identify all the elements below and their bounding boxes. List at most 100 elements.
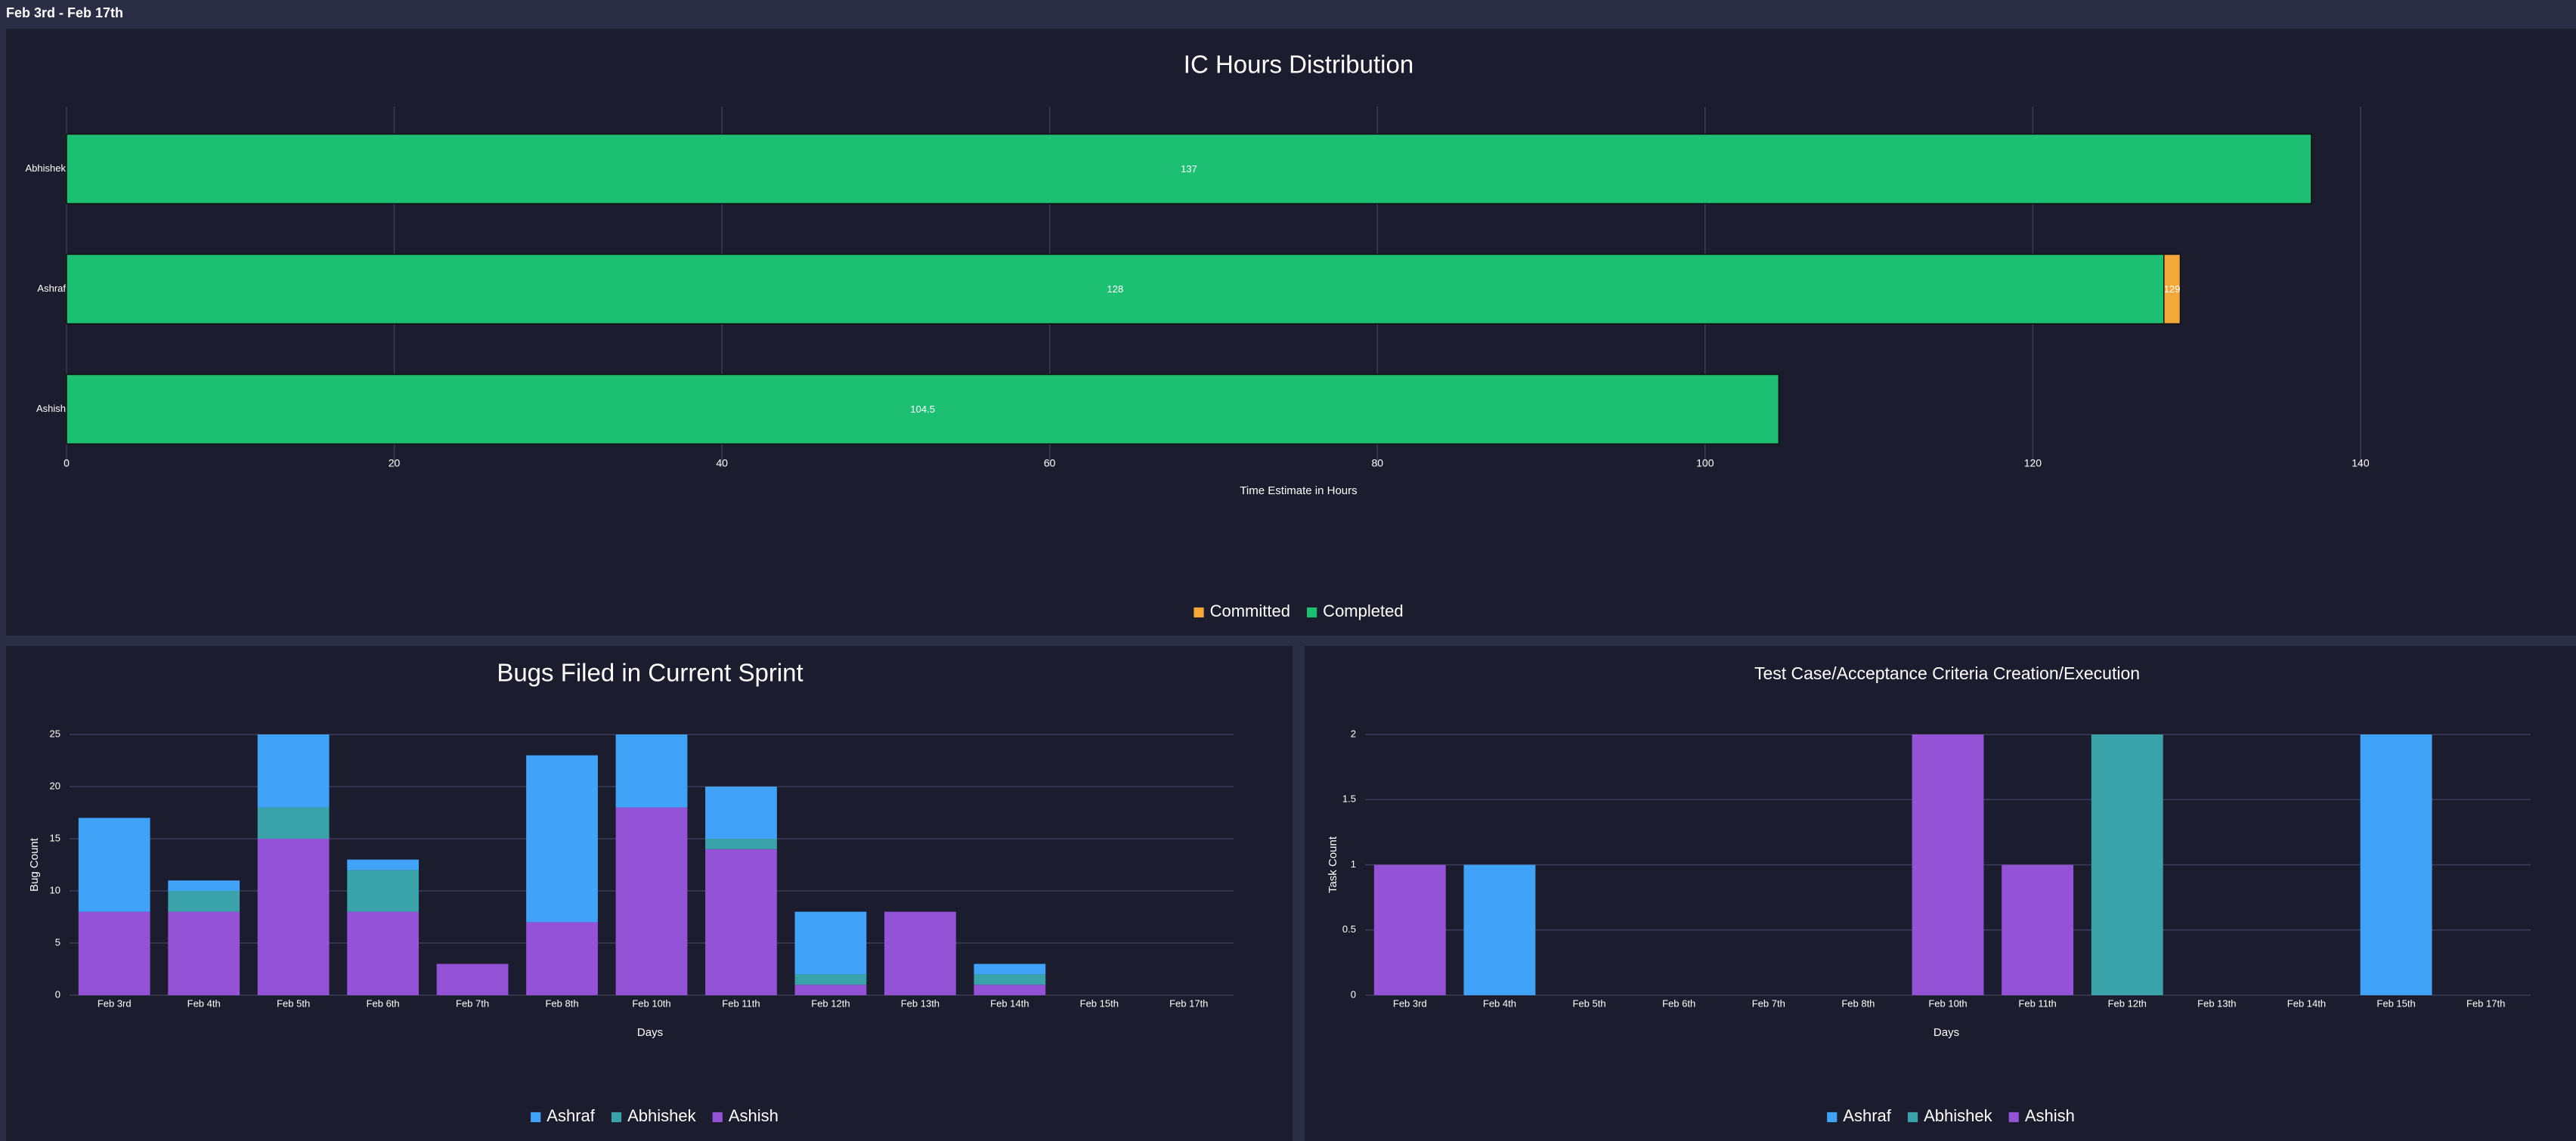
- x-tick-label: Feb 5th: [1572, 997, 1605, 1009]
- y-tick-label: 20: [50, 780, 60, 791]
- x-tick-label: 120: [2024, 457, 2042, 469]
- legend-swatch-ashraf: [531, 1112, 541, 1123]
- bar-ashish-feb-11th: [705, 849, 777, 995]
- legend-label-ashraf[interactable]: Ashraf: [1843, 1106, 1891, 1125]
- x-tick-label: Feb 8th: [545, 997, 578, 1009]
- x-tick-label: Feb 4th: [1483, 997, 1516, 1009]
- bar-ashish-feb-8th: [526, 922, 598, 995]
- bar-ashraf-feb-14th: [974, 963, 1046, 975]
- bar-ashraf-feb-10th: [615, 734, 688, 808]
- x-tick-label: Feb 3rd: [1393, 997, 1427, 1009]
- bar-ashraf-feb-3rd: [78, 818, 150, 912]
- bar-ashraf-feb-8th: [526, 755, 598, 923]
- x-tick-label: Feb 14th: [990, 997, 1029, 1009]
- x-tick-label: Feb 6th: [1662, 997, 1695, 1009]
- legend-label-ashraf[interactable]: Ashraf: [546, 1106, 595, 1125]
- data-label: 137: [1181, 163, 1197, 175]
- legend-swatch-ashish: [712, 1112, 723, 1123]
- x-tick-label: Feb 11th: [2018, 997, 2056, 1009]
- x-tick-label: Feb 3rd: [98, 997, 132, 1009]
- legend-swatch-ashraf: [1827, 1112, 1838, 1123]
- x-tick-label: Feb 12th: [2108, 997, 2147, 1009]
- x-axis-title: Days: [637, 1026, 663, 1039]
- x-tick-label: Feb 7th: [456, 997, 489, 1009]
- chart-title: Bugs Filed in Current Sprint: [497, 659, 803, 687]
- x-tick-label: Feb 10th: [632, 997, 670, 1009]
- x-tick-label: 60: [1044, 457, 1056, 469]
- bar-ashish-feb-11th: [2002, 864, 2074, 995]
- bar-abhishek-feb-6th: [347, 870, 419, 912]
- y-tick-label: 1.5: [1342, 793, 1356, 805]
- bar-ashish-feb-3rd: [78, 911, 150, 995]
- legend-label-completed[interactable]: Completed: [1323, 601, 1403, 620]
- x-tick-label: 140: [2352, 457, 2370, 469]
- y-tick-label: 5: [55, 936, 60, 948]
- top-bar: Feb 3rd - Feb 17th: [0, 0, 2576, 27]
- bar-ashish-feb-7th: [436, 963, 509, 995]
- bar-ashish-feb-10th: [1912, 734, 1984, 995]
- y-tick-label: 0.5: [1342, 923, 1356, 935]
- y-tick-label: 10: [50, 884, 60, 895]
- x-tick-label: Feb 14th: [2287, 997, 2326, 1009]
- bar-committed-ashraf: [2163, 253, 2181, 325]
- bar-ashish-feb-6th: [347, 911, 419, 995]
- legend-swatch-committed: [1194, 607, 1204, 618]
- bar-ashraf-feb-4th: [168, 880, 240, 891]
- x-tick-label: Feb 17th: [2466, 997, 2505, 1009]
- data-label: 128: [1107, 283, 1124, 295]
- x-tick-label: 80: [1371, 457, 1383, 469]
- ic-hours-panel: IC Hours Distribution 0 20 40 60 80 100 120 140 A…: [6, 29, 2576, 635]
- legend-label-abhishek[interactable]: Abhishek: [1924, 1106, 1993, 1125]
- legend-label-abhishek[interactable]: Abhishek: [627, 1106, 697, 1125]
- legend-label-committed[interactable]: Committed: [1210, 601, 1290, 620]
- x-tick-label: Feb 6th: [367, 997, 400, 1009]
- x-tick-label: Feb 12th: [811, 997, 850, 1009]
- legend-swatch-abhishek: [611, 1112, 622, 1123]
- legend-label-ashish[interactable]: Ashish: [2025, 1106, 2075, 1125]
- x-tick-label: Feb 13th: [901, 997, 940, 1009]
- bar-ashraf-feb-6th: [347, 859, 419, 870]
- bar-abhishek-feb-14th: [974, 974, 1046, 985]
- x-tick-label: Feb 17th: [1169, 997, 1208, 1009]
- legend: Ashraf Abhishek Ashish: [1827, 1106, 2075, 1125]
- y-tick-label: 15: [50, 832, 60, 843]
- legend-label-ashish[interactable]: Ashish: [729, 1106, 779, 1125]
- bar-ashish-feb-13th: [884, 911, 956, 995]
- x-tick-label: Feb 13th: [2197, 997, 2236, 1009]
- ic-hours-chart: IC Hours Distribution 0 20 40 60 80 100 120 140 A…: [26, 51, 2370, 620]
- data-label: 129: [2164, 283, 2181, 295]
- bugs-chart: Bugs Filed in Current Sprint 0 5 10 15 20 25 Fe…: [28, 659, 1234, 1125]
- legend: Ashraf Abhishek Ashish: [531, 1106, 779, 1125]
- x-tick-label: Feb 10th: [1928, 997, 1967, 1009]
- bar-ashish-feb-10th: [615, 807, 688, 995]
- y-tick-label: Ashraf: [37, 283, 66, 294]
- x-tick-label: Feb 4th: [187, 997, 221, 1009]
- y-tick-label: 2: [1351, 728, 1356, 739]
- x-tick-label: Feb 11th: [722, 997, 760, 1009]
- y-axis-title: Bug Count: [28, 837, 41, 892]
- legend-swatch-abhishek: [1907, 1112, 1918, 1123]
- legend: Committed Completed: [1194, 601, 1404, 620]
- x-tick-label: 100: [1696, 457, 1714, 469]
- y-tick-label: Ashish: [36, 403, 66, 414]
- x-tick-label: 20: [389, 457, 401, 469]
- x-tick-label: 0: [63, 457, 70, 469]
- y-tick-label: Abhishek: [26, 162, 67, 174]
- bar-ashraf-feb-4th: [1463, 864, 1536, 995]
- bugs-panel: Bugs Filed in Current Sprint 0 5 10 15 20 25 Fe…: [6, 646, 1293, 1141]
- bar-ashish-feb-14th: [974, 985, 1046, 995]
- chart-title: Test Case/Acceptance Criteria Creation/E…: [1754, 663, 2140, 683]
- legend-swatch-ashish: [2008, 1112, 2019, 1123]
- tests-chart: Test Case/Acceptance Criteria Creation/E…: [1327, 663, 2531, 1125]
- bar-completed-ashraf: [66, 253, 2165, 325]
- bar-abhishek-feb-4th: [168, 891, 240, 912]
- x-axis-title: Time Estimate in Hours: [1240, 484, 1357, 497]
- bar-completed-ashish: [66, 373, 1780, 445]
- tests-panel: Test Case/Acceptance Criteria Creation/E…: [1305, 646, 2576, 1141]
- bar-ashraf-feb-15th: [2360, 734, 2432, 995]
- x-tick-label: Feb 8th: [1841, 997, 1875, 1009]
- x-tick-label: 40: [716, 457, 728, 469]
- bar-abhishek-feb-5th: [257, 807, 330, 839]
- x-tick-label: Feb 5th: [277, 997, 310, 1009]
- bar-ashraf-feb-11th: [705, 787, 777, 839]
